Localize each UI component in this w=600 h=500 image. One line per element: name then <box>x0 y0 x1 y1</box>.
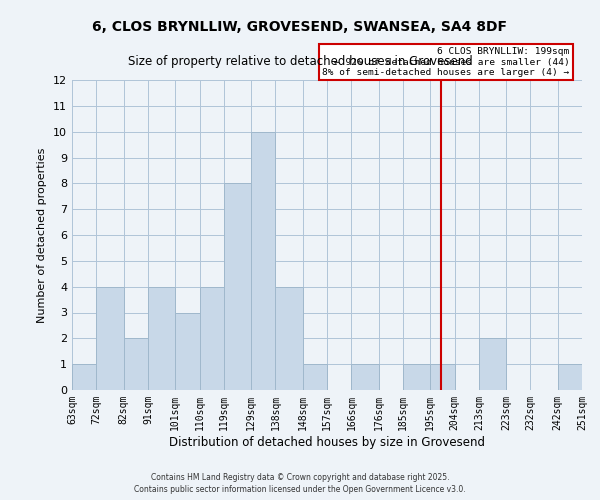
Bar <box>403 364 430 390</box>
Bar <box>302 364 327 390</box>
Bar <box>557 364 582 390</box>
Bar <box>124 338 148 390</box>
Bar <box>251 132 275 390</box>
Bar <box>430 364 455 390</box>
Bar <box>148 286 175 390</box>
Bar <box>224 184 251 390</box>
Text: Contains HM Land Registry data © Crown copyright and database right 2025.: Contains HM Land Registry data © Crown c… <box>151 473 449 482</box>
Text: Contains public sector information licensed under the Open Government Licence v3: Contains public sector information licen… <box>134 486 466 494</box>
Y-axis label: Number of detached properties: Number of detached properties <box>37 148 47 322</box>
Bar <box>97 286 124 390</box>
Bar <box>352 364 379 390</box>
Text: 6, CLOS BRYNLLIW, GROVESEND, SWANSEA, SA4 8DF: 6, CLOS BRYNLLIW, GROVESEND, SWANSEA, SA… <box>92 20 508 34</box>
Bar <box>199 286 224 390</box>
Bar <box>479 338 506 390</box>
Text: Size of property relative to detached houses in Grovesend: Size of property relative to detached ho… <box>128 55 472 68</box>
Bar <box>175 312 199 390</box>
Bar <box>275 286 302 390</box>
Bar <box>72 364 97 390</box>
Text: 6 CLOS BRYNLLIW: 199sqm
← 92% of detached houses are smaller (44)
8% of semi-det: 6 CLOS BRYNLLIW: 199sqm ← 92% of detache… <box>322 47 569 77</box>
X-axis label: Distribution of detached houses by size in Grovesend: Distribution of detached houses by size … <box>169 436 485 448</box>
